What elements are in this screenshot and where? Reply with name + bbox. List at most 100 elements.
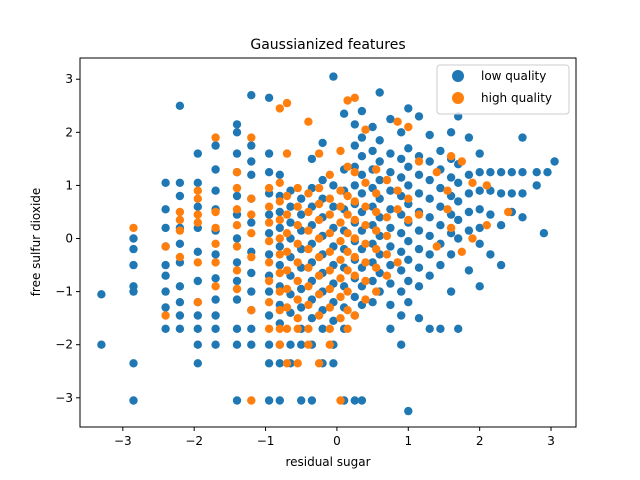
data-point-high-quality [343,287,352,296]
data-point-high-quality [304,189,313,198]
data-point-low-quality [475,282,484,291]
data-point-high-quality [264,183,274,193]
data-point-low-quality [404,298,413,307]
data-point-low-quality [247,268,256,278]
data-point-low-quality [404,181,413,190]
data-point-high-quality [361,295,370,304]
data-point-high-quality [325,229,334,238]
data-point-high-quality [325,303,334,312]
data-point-low-quality [247,170,256,179]
data-point-low-quality [329,72,338,81]
data-point-high-quality [282,284,292,294]
data-point-high-quality [314,215,324,225]
data-point-low-quality [264,149,274,158]
data-point-low-quality [129,396,138,405]
data-point-low-quality [193,276,202,286]
data-point-high-quality [361,258,370,267]
data-point-low-quality [211,324,220,333]
data-point-low-quality [404,162,413,171]
data-point-low-quality [357,189,367,198]
data-point-high-quality [343,191,352,201]
data-point-high-quality [343,96,352,105]
data-point-high-quality [232,221,242,230]
data-point-high-quality [361,276,370,286]
data-point-low-quality [486,210,495,219]
data-point-high-quality [393,258,402,267]
data-point-low-quality [232,149,242,158]
data-point-low-quality [368,146,377,156]
data-point-high-quality [314,149,324,158]
data-point-low-quality [532,181,541,190]
data-point-high-quality [336,396,345,405]
data-point-low-quality [247,324,256,333]
data-point-low-quality [414,244,424,254]
data-point-low-quality [264,396,274,405]
data-point-low-quality [475,186,484,195]
data-point-high-quality [382,271,392,280]
data-point-high-quality [275,287,284,296]
data-point-low-quality [446,250,456,259]
data-point-low-quality [425,194,434,203]
data-point-high-quality [275,178,284,187]
data-point-low-quality [286,202,295,211]
data-point-high-quality [336,274,345,283]
data-point-high-quality [293,239,302,248]
chart-title: Gaussianized features [250,37,405,53]
y-tick-label: 2 [65,125,73,139]
data-point-low-quality [232,128,242,137]
data-point-high-quality [325,170,334,179]
data-point-low-quality [286,340,295,349]
data-point-high-quality [304,263,313,272]
data-point-high-quality [343,162,352,171]
x-tick-label: −3 [114,434,132,448]
data-point-high-quality [343,324,352,333]
data-point-high-quality [432,242,441,251]
data-point-low-quality [193,324,202,333]
x-axis: −3 −2 −1 0 1 2 3 [114,427,555,448]
data-point-low-quality [507,168,516,177]
data-point-low-quality [307,314,317,323]
data-point-high-quality [264,324,274,333]
y-tick-label: −3 [55,391,73,405]
data-point-low-quality [193,247,202,256]
data-point-high-quality [247,194,256,203]
data-point-high-quality [211,223,220,233]
data-point-low-quality [350,292,359,302]
data-point-low-quality [397,229,406,238]
data-point-high-quality [211,258,220,267]
data-point-high-quality [414,157,424,166]
data-point-high-quality [350,197,359,206]
data-point-low-quality [211,311,220,320]
data-point-high-quality [343,266,352,275]
data-point-low-quality [193,178,202,187]
data-point-high-quality [336,186,345,195]
data-point-high-quality [282,303,292,312]
data-point-high-quality [325,247,334,256]
data-point-low-quality [297,194,306,203]
data-point-low-quality [357,396,367,405]
data-point-high-quality [275,268,284,278]
data-point-low-quality [193,340,202,349]
data-point-high-quality [457,247,466,256]
data-point-low-quality [264,229,274,238]
y-axis-label: free sulfur dioxide [29,188,43,297]
data-point-low-quality [275,359,284,368]
data-point-high-quality [304,117,313,126]
x-tick-label: −1 [257,434,275,448]
data-point-high-quality [350,311,359,320]
data-point-high-quality [293,295,302,304]
data-point-low-quality [464,226,474,235]
data-point-low-quality [386,279,395,288]
data-point-high-quality [382,231,392,241]
data-point-low-quality [232,340,242,349]
data-point-low-quality [175,324,185,333]
data-point-low-quality [329,316,338,325]
data-point-low-quality [193,359,202,368]
data-point-high-quality [193,210,202,219]
data-point-high-quality [211,207,220,217]
data-point-high-quality [293,276,302,286]
data-point-low-quality [518,189,527,198]
data-point-high-quality [282,324,292,333]
data-point-low-quality [386,114,395,124]
data-point-low-quality [496,221,506,230]
